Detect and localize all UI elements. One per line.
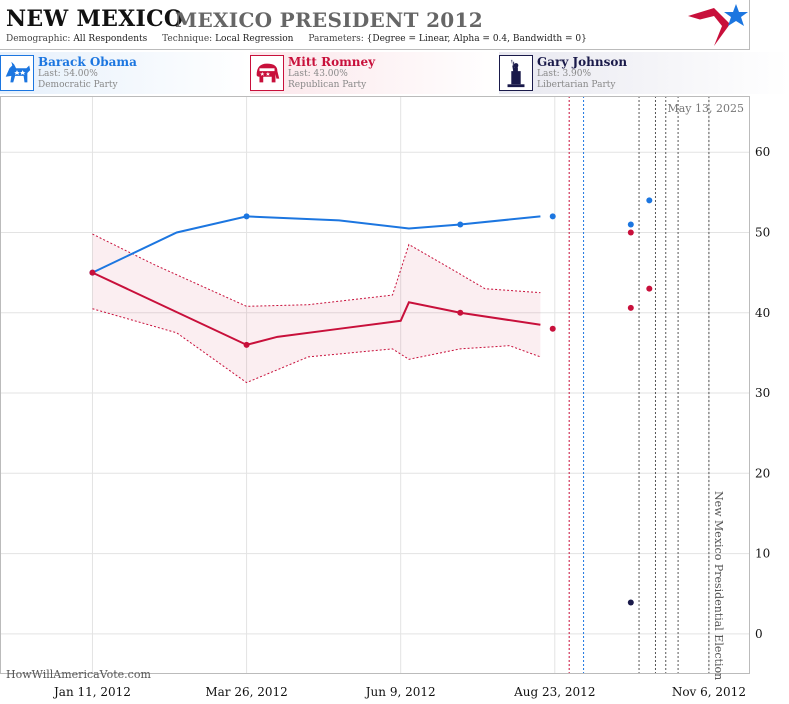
poll-point [646, 197, 653, 204]
republican-elephant-icon [250, 55, 284, 91]
date-stamp: May 13, 2025 [667, 102, 744, 115]
poll-point [457, 221, 464, 228]
y-tick-label: 0 [755, 627, 763, 641]
x-tick-label: Nov 6, 2012 [672, 685, 746, 699]
poll-point [243, 341, 250, 348]
x-tick-label: Jan 11, 2012 [52, 685, 131, 699]
candidate-name: Barack Obama [38, 55, 137, 69]
candidate-party: Republican Party [288, 80, 367, 90]
candidate-johnson: Gary Johnson Last: 3.90% Libertarian Par… [499, 52, 789, 94]
poll-point [627, 229, 634, 236]
poll-points [89, 197, 653, 606]
parameters-value: {Degree = Linear, Alpha = 0.4, Bandwidth… [366, 34, 587, 44]
candidate-romney: Mitt Romney Last: 43.00% Republican Part… [250, 52, 499, 94]
race-title: MEXICO PRESIDENT 2012 [175, 8, 483, 32]
candidate-party: Libertarian Party [537, 80, 616, 90]
poll-point [243, 213, 250, 220]
y-tick-label: 40 [755, 306, 770, 320]
poll-chart: Jan 11, 2012 Mar 26, 2012 Jun 9, 2012 Aug 2… [0, 96, 770, 699]
band-lower [92, 308, 541, 384]
poll-point [89, 269, 96, 276]
poll-point [627, 304, 634, 311]
candidate-last: Last: 54.00% [38, 69, 98, 79]
grid-lines [0, 96, 750, 674]
x-tick-label: Jun 9, 2012 [364, 685, 436, 699]
x-tick-label: Mar 26, 2012 [205, 685, 287, 699]
poll-point [627, 221, 634, 228]
chart-parameters: Demographic: All Respondents Technique: … [6, 34, 587, 44]
poll-point [627, 599, 634, 606]
candidate-last: Last: 3.90% [537, 69, 592, 79]
band-upper [92, 233, 541, 307]
event-lines [568, 96, 710, 674]
candidate-last: Last: 43.00% [288, 69, 348, 79]
y-tick-label: 60 [755, 145, 770, 159]
libertarian-liberty-icon [499, 55, 533, 91]
election-annotation: New Mexico Presidential Election [712, 491, 725, 680]
y-tick-label: 50 [755, 225, 770, 239]
band-fill [92, 234, 541, 383]
poll-point [549, 325, 556, 332]
poll-point [549, 213, 556, 220]
poll-point [646, 285, 653, 292]
candidate-party: Democratic Party [38, 80, 118, 90]
y-tick-label: 10 [755, 547, 770, 561]
x-tick-label: Aug 23, 2012 [513, 685, 595, 699]
candidate-name: Mitt Romney [288, 55, 376, 69]
poll-point [457, 309, 464, 316]
axes: Jan 11, 2012 Mar 26, 2012 Jun 9, 2012 Aug 2… [0, 96, 770, 699]
candidate-name: Gary Johnson [537, 55, 628, 69]
trend-line [92, 215, 541, 274]
technique-value: Local Regression [215, 34, 294, 44]
confidence-band [92, 233, 541, 384]
candidate-obama: Barack Obama Last: 54.00% Democratic Par… [0, 52, 249, 94]
chart-header: NEW MEXICO MEXICO PRESIDENT 2012 Demogra… [0, 0, 750, 50]
democrat-donkey-icon [0, 55, 34, 91]
candidate-legend: Barack Obama Last: 54.00% Democratic Par… [0, 52, 789, 94]
state-title: NEW MEXICO [6, 6, 184, 32]
parameters-label: Parameters: [308, 34, 364, 44]
trend-line [92, 271, 541, 346]
demographic-label: Demographic: [6, 34, 71, 44]
y-tick-label: 30 [755, 386, 770, 400]
technique-label: Technique: [162, 34, 213, 44]
star-logo-icon [688, 4, 748, 46]
plot-frame [0, 96, 750, 674]
y-tick-label: 20 [755, 466, 770, 480]
demographic-value: All Respondents [73, 34, 148, 44]
watermark: HowWillAmericaVote.com [6, 668, 151, 681]
